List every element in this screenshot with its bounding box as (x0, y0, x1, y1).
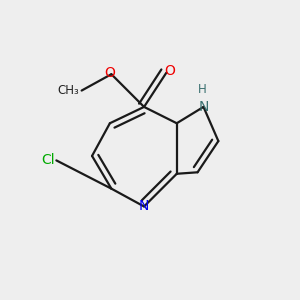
Text: O: O (164, 64, 175, 78)
Text: O: O (104, 66, 115, 80)
Text: N: N (139, 200, 149, 214)
Text: Cl: Cl (41, 153, 55, 167)
Text: CH₃: CH₃ (57, 84, 79, 97)
Text: H: H (198, 82, 206, 96)
Text: N: N (198, 100, 209, 114)
